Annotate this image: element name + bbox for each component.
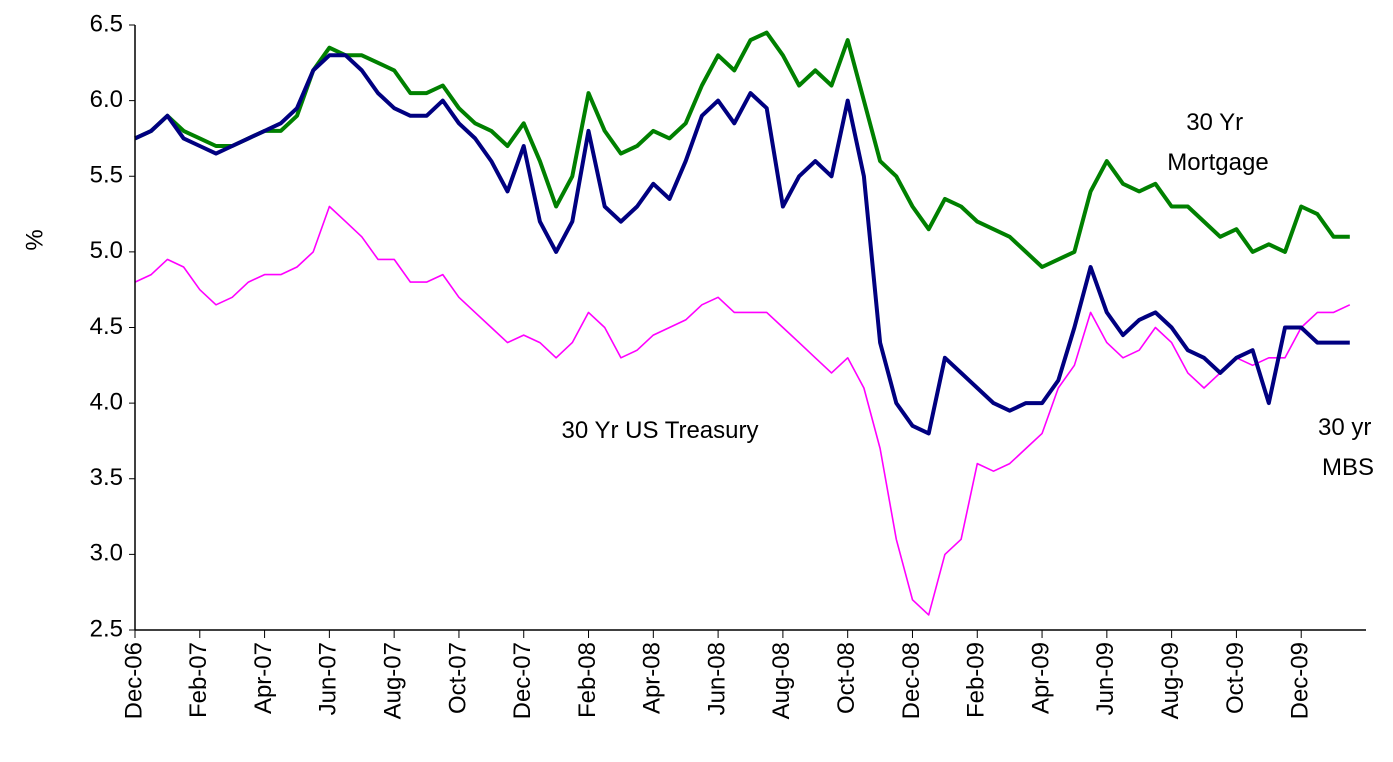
x-tick-label: Apr-09 xyxy=(1027,642,1054,714)
x-tick-label: Jun-08 xyxy=(703,642,730,715)
y-tick-label: 3.5 xyxy=(90,464,123,491)
x-tick-label: Feb-09 xyxy=(963,642,990,718)
series-line xyxy=(134,205,1351,616)
y-tick-label: 6.5 xyxy=(90,10,123,37)
series-line xyxy=(134,53,1350,436)
y-tick-label: 5.0 xyxy=(90,237,123,264)
annotation-line: MBS xyxy=(1322,454,1374,481)
x-tick-label: Oct-09 xyxy=(1222,642,1249,714)
annotation: 30 Yr Mortgage xyxy=(1167,109,1268,176)
annotation-line: 30 Yr xyxy=(1186,109,1243,136)
x-tick-label: Aug-07 xyxy=(380,642,407,719)
series-line xyxy=(134,30,1350,269)
x-tick-label: Jun-09 xyxy=(1092,642,1119,715)
y-axis-label: % xyxy=(21,229,48,250)
y-tick-label: 2.5 xyxy=(90,615,123,642)
annotation: 30 Yr US Treasury xyxy=(562,417,759,444)
x-tick-label: Oct-08 xyxy=(833,642,860,714)
x-tick-label: Dec-09 xyxy=(1287,642,1314,719)
x-tick-label: Oct-07 xyxy=(444,642,471,714)
x-tick-label: Aug-09 xyxy=(1157,642,1184,719)
y-tick-label: 3.0 xyxy=(90,540,123,567)
x-tick-label: Apr-08 xyxy=(639,642,666,714)
x-tick-label: Jun-07 xyxy=(315,642,342,715)
x-tick-label: Dec-07 xyxy=(509,642,536,719)
annotation-line: 30 yr xyxy=(1318,414,1371,441)
x-tick-label: Aug-08 xyxy=(768,642,795,719)
x-tick-label: Dec-08 xyxy=(898,642,925,719)
annotation: 30 yr MBS xyxy=(1318,414,1378,481)
x-tick-label: Feb-07 xyxy=(185,642,212,718)
x-tick-label: Apr-07 xyxy=(250,642,277,714)
y-tick-label: 5.5 xyxy=(90,162,123,189)
x-tick-label: Feb-08 xyxy=(574,642,601,718)
x-tick-label: Dec-06 xyxy=(120,642,147,719)
y-tick-label: 6.0 xyxy=(90,86,123,113)
annotation-line: 30 Yr US Treasury xyxy=(562,417,759,444)
y-tick-label: 4.5 xyxy=(90,313,123,340)
annotation-line: Mortgage xyxy=(1167,149,1268,176)
y-tick-label: 4.0 xyxy=(90,388,123,415)
